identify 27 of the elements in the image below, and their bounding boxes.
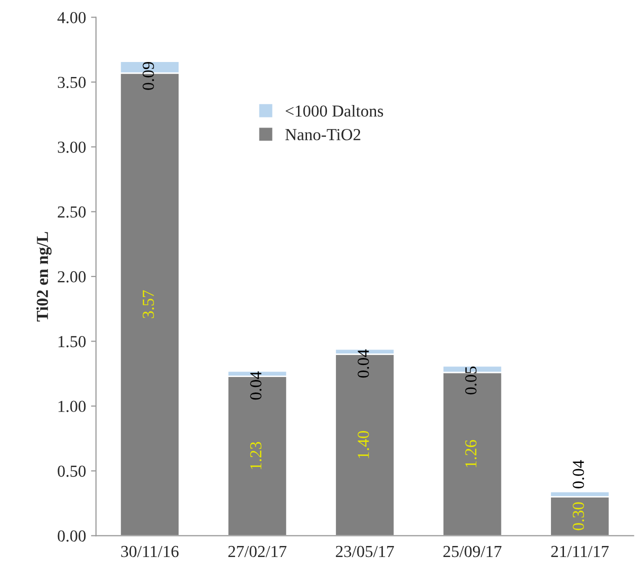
x-tick-label: 27/02/17 — [228, 546, 286, 558]
y-tick-label: 3.50 — [58, 76, 86, 88]
legend-label: <1000 Daltons — [286, 104, 384, 117]
y-tick-label: 3.00 — [58, 142, 86, 153]
x-tick-label: 25/09/17 — [443, 546, 502, 558]
x-tick-label: 21/11/17 — [551, 546, 609, 558]
data-label: 1.40 — [358, 431, 370, 458]
x-tick-label: 30/11/16 — [121, 546, 179, 558]
data-label: 1.26 — [465, 440, 477, 468]
data-label: 3.57 — [142, 290, 154, 318]
data-label: 0.09 — [142, 62, 154, 90]
y-tick-label: 2.00 — [58, 271, 86, 282]
y-axis-title: Ti02 en ng/L — [36, 232, 52, 322]
data-label: 0.05 — [465, 366, 477, 394]
data-label: 0.30 — [572, 502, 584, 530]
data-label: 0.04 — [572, 460, 584, 488]
y-tick-label: 1.00 — [58, 400, 86, 412]
data-label: 0.04 — [250, 371, 262, 400]
y-tick-label: 4.00 — [57, 12, 86, 24]
y-tick-label: 2.50 — [58, 206, 86, 218]
legend-label: Nano-TiO2 — [285, 129, 360, 140]
data-label: 0.04 — [358, 349, 370, 378]
y-tick-label: 1.50 — [58, 336, 86, 348]
data-label: 1.23 — [250, 442, 262, 470]
x-tick-label: 23/05/17 — [336, 546, 394, 558]
y-tick-label: 0.00 — [58, 530, 86, 542]
y-tick-label: 0.50 — [58, 466, 86, 477]
